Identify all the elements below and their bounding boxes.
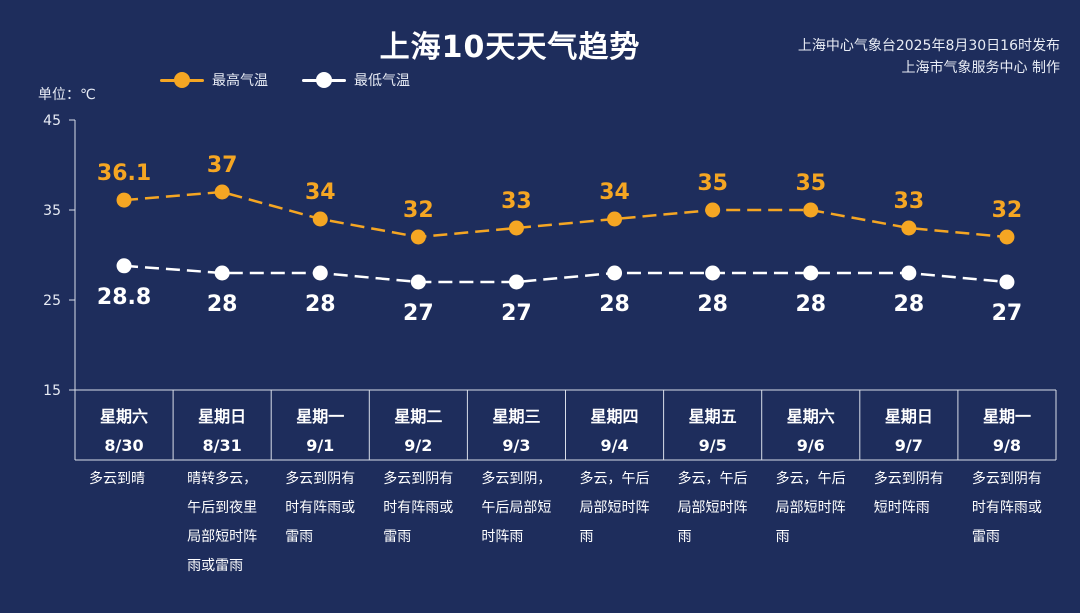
publisher-line-2: 上海市气象服务中心 制作 — [901, 60, 1060, 76]
legend-item-low: 最低气温 — [302, 70, 410, 90]
series-line-low — [123, 264, 1008, 284]
data-point-high — [410, 229, 426, 245]
x-tick-weekday: 星期二 — [394, 407, 442, 426]
weather-description: 晴转多云，午后到夜里局部短时阵雨或雷雨 — [187, 471, 258, 574]
x-tick-date: 9/7 — [895, 436, 923, 455]
weather-description: 多云，午后局部短时阵雨 — [579, 471, 650, 545]
x-tick-date: 9/3 — [502, 436, 530, 455]
data-point-low — [999, 274, 1015, 290]
y-tick-label: 45 — [43, 113, 61, 129]
y-tick-label: 15 — [43, 383, 61, 399]
x-tick-date: 9/4 — [600, 436, 628, 455]
data-label-high: 33 — [894, 189, 925, 214]
chart-legend: 最高气温 最低气温 — [160, 70, 410, 90]
x-tick-weekday: 星期六 — [100, 407, 148, 426]
data-point-low — [116, 258, 132, 274]
x-tick-weekday: 星期六 — [787, 407, 835, 426]
data-point-low — [410, 274, 426, 290]
x-tick-weekday: 星期一 — [296, 407, 344, 426]
legend-item-high: 最高气温 — [160, 70, 268, 90]
weather-description: 多云到阴有时有阵雨或雷雨 — [285, 471, 356, 545]
weather-description: 多云，午后局部短时阵雨 — [677, 471, 748, 545]
x-tick-date: 9/2 — [404, 436, 432, 455]
data-point-low — [803, 265, 819, 281]
data-label-low: 28 — [894, 292, 925, 317]
data-point-high — [705, 202, 721, 218]
y-tick-label: 25 — [43, 293, 61, 309]
data-point-high — [999, 229, 1015, 245]
data-label-low: 28 — [697, 292, 728, 317]
legend-swatch-low — [302, 70, 346, 90]
data-label-high: 36.1 — [97, 161, 151, 186]
data-label-low: 28 — [599, 292, 630, 317]
x-tick-weekday: 星期日 — [198, 407, 246, 426]
x-tick-weekday: 星期三 — [492, 407, 540, 426]
x-tick-weekday: 星期日 — [885, 407, 933, 426]
data-label-high: 32 — [992, 198, 1023, 223]
data-label-high: 33 — [501, 189, 532, 214]
data-point-low — [214, 265, 230, 281]
weather-description: 多云到阴有短时阵雨 — [873, 471, 944, 516]
weather-descriptions: 多云到晴 晴转多云，午后到夜里局部短时阵雨或雷雨 多云到阴有时有阵雨或雷雨 多云到阴有… — [75, 462, 1056, 602]
x-tick-date: 9/1 — [306, 436, 334, 455]
data-point-high — [116, 192, 132, 208]
data-label-low: 27 — [992, 301, 1023, 326]
data-label-high: 37 — [207, 153, 238, 178]
data-point-low — [312, 265, 328, 281]
data-point-high — [607, 211, 623, 227]
x-tick-date: 9/8 — [993, 436, 1021, 455]
data-point-high — [508, 220, 524, 236]
unit-label: 单位：℃ — [38, 87, 96, 103]
weather-description: 多云到阴，午后局部短时阵雨 — [481, 471, 552, 545]
data-label-low: 27 — [403, 301, 434, 326]
data-point-low — [901, 265, 917, 281]
x-tick-weekday: 星期四 — [591, 407, 639, 426]
data-label-low: 28 — [207, 292, 238, 317]
data-label-high: 34 — [305, 180, 336, 205]
data-label-low: 28 — [305, 292, 336, 317]
publisher-info: 上海中心气象台2025年8月30日16时发布 上海市气象服务中心 制作 — [798, 35, 1060, 79]
weather-description: 多云到阴有时有阵雨或雷雨 — [383, 471, 454, 545]
legend-label-high: 最高气温 — [212, 73, 268, 89]
x-tick-date: 9/6 — [797, 436, 825, 455]
data-label-high: 35 — [697, 171, 728, 196]
weather-description: 多云到晴 — [89, 471, 145, 487]
legend-label-low: 最低气温 — [354, 73, 410, 89]
x-tick-date: 8/31 — [203, 436, 242, 455]
x-tick-date: 8/30 — [104, 436, 143, 455]
weather-description: 多云到阴有时有阵雨或雷雨 — [971, 471, 1042, 545]
data-point-low — [508, 274, 524, 290]
data-point-low — [607, 265, 623, 281]
publisher-line-1: 上海中心气象台2025年8月30日16时发布 — [797, 38, 1060, 54]
data-point-high — [312, 211, 328, 227]
data-point-high — [901, 220, 917, 236]
data-point-low — [705, 265, 721, 281]
data-label-high: 34 — [599, 180, 630, 205]
data-label-low: 28 — [795, 292, 826, 317]
data-label-high: 32 — [403, 198, 434, 223]
data-label-high: 35 — [795, 171, 826, 196]
x-tick-weekday: 星期五 — [689, 407, 737, 426]
data-label-low: 27 — [501, 301, 532, 326]
data-point-high — [803, 202, 819, 218]
data-point-high — [214, 184, 230, 200]
page-title: 上海10天天气趋势 — [379, 30, 641, 65]
x-tick-weekday: 星期一 — [983, 407, 1031, 426]
data-label-low: 28.8 — [97, 285, 151, 310]
x-tick-date: 9/5 — [699, 436, 727, 455]
legend-swatch-high — [160, 70, 204, 90]
y-tick-label: 35 — [43, 203, 61, 219]
weather-description: 多云，午后局部短时阵雨 — [775, 471, 846, 545]
series-line-high — [123, 190, 1008, 239]
